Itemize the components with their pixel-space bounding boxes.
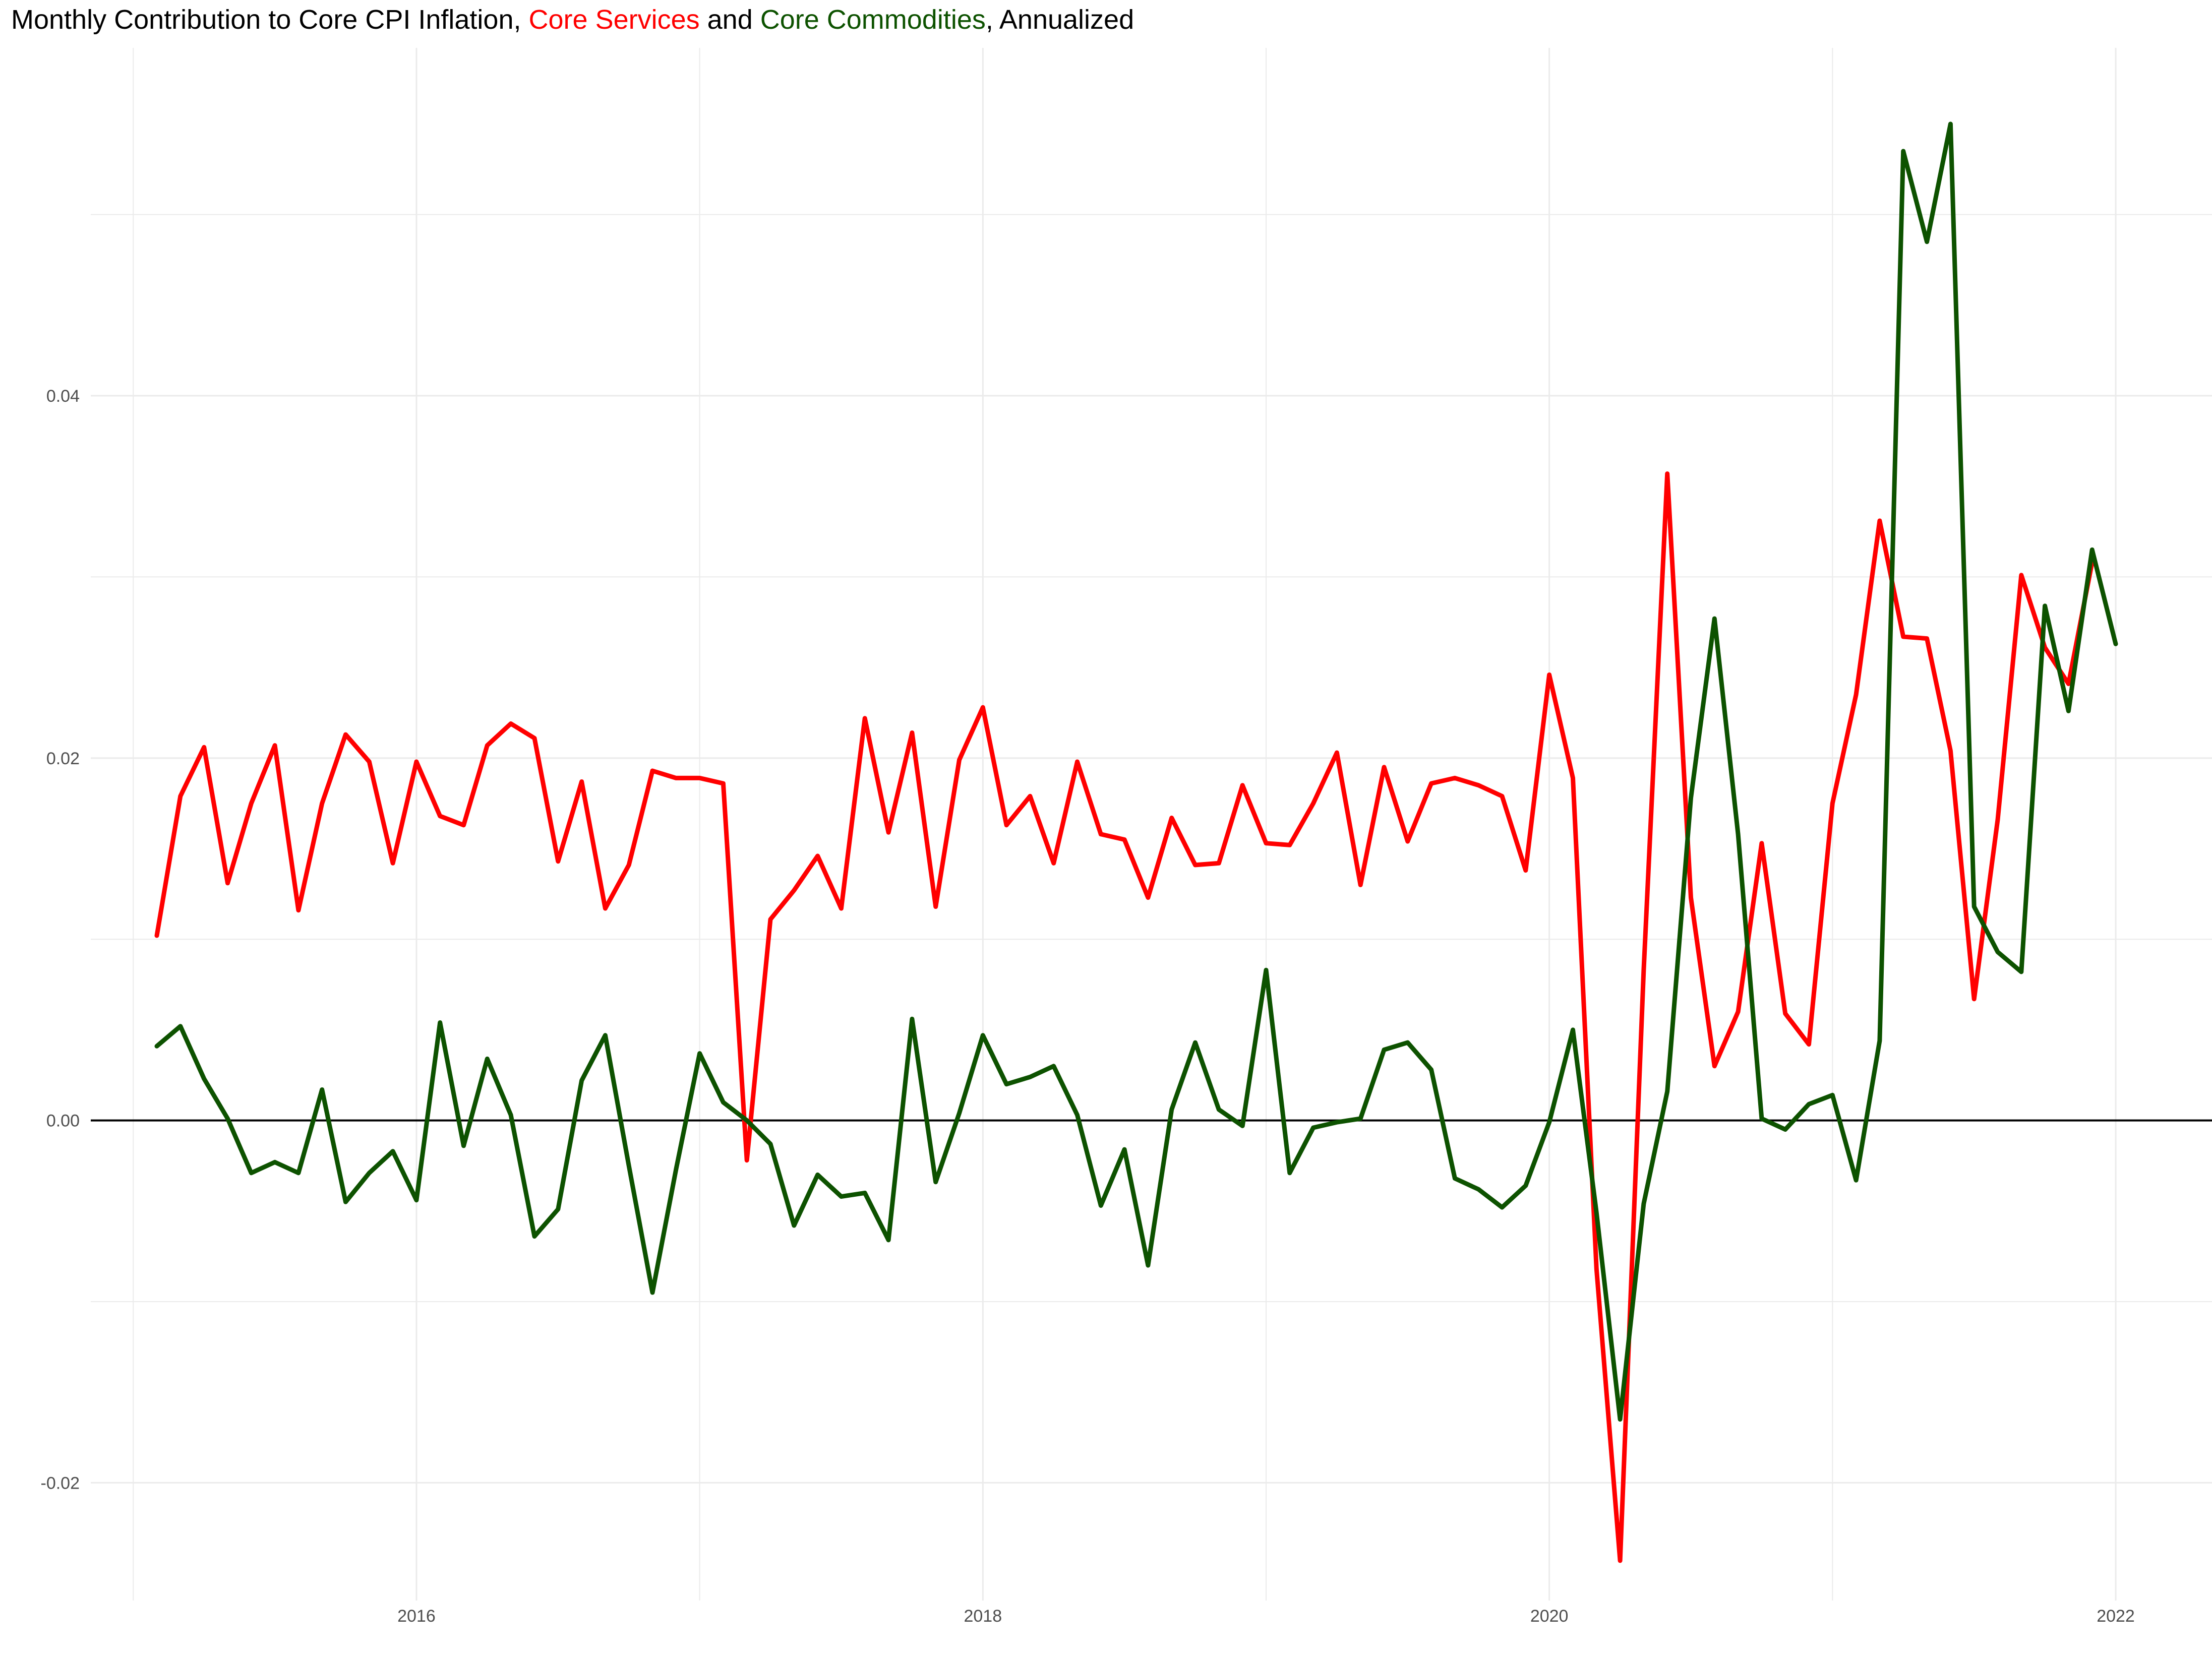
tick-labels: -0.02 0.00 0.02 0.04 2016 2018 2020 2022: [41, 387, 2135, 1626]
x-tick-label: 2018: [964, 1607, 1002, 1626]
series-lines: [154, 121, 2118, 1563]
x-tick-label: 2020: [1530, 1607, 1569, 1626]
y-tick-label: 0.04: [46, 387, 80, 406]
grid-lines: [91, 48, 2212, 1601]
core-commodities-line: [154, 121, 2118, 1422]
title-core-commodities: Core Commodities: [760, 5, 986, 35]
title-prefix: Monthly Contribution to Core CPI Inflati…: [11, 5, 529, 35]
chart-title: Monthly Contribution to Core CPI Inflati…: [11, 4, 1134, 35]
y-tick-label: 0.02: [46, 749, 80, 768]
title-middle: and: [699, 5, 760, 35]
title-suffix: , Annualized: [985, 5, 1134, 35]
x-tick-label: 2022: [2097, 1607, 2135, 1626]
y-tick-label: -0.02: [41, 1474, 80, 1493]
x-tick-label: 2016: [397, 1607, 436, 1626]
core-services-line: [154, 471, 2095, 1563]
title-core-services: Core Services: [528, 5, 700, 35]
y-tick-label: 0.00: [46, 1112, 80, 1131]
